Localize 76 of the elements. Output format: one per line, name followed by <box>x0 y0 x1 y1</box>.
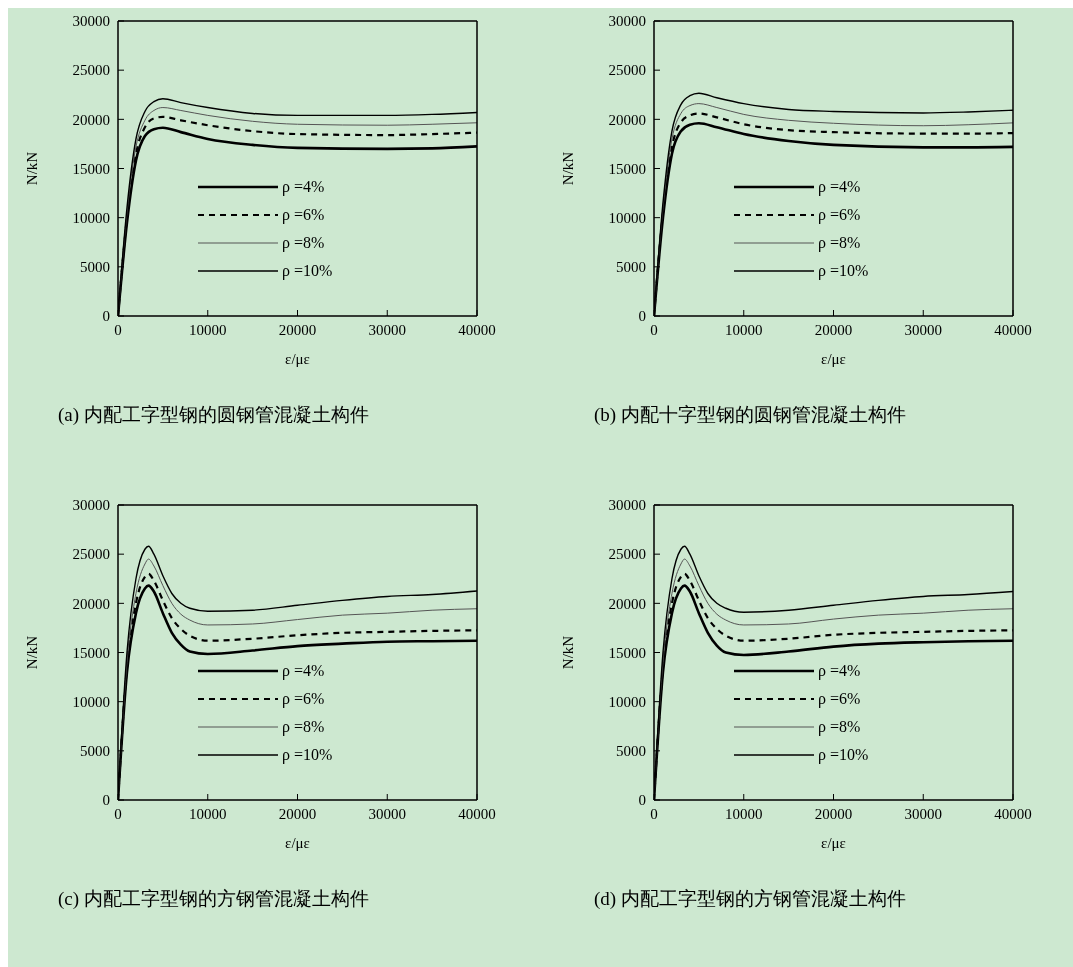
x-axis-title: ε/με <box>285 834 310 851</box>
legend-label: ρ =10% <box>282 262 333 280</box>
x-tick-label: 20000 <box>814 321 853 338</box>
y-axis-title: N/kN <box>560 635 577 669</box>
x-tick-label: 40000 <box>458 805 496 822</box>
legend-label: ρ =4% <box>818 178 861 196</box>
y-tick-label: 20000 <box>72 111 110 128</box>
y-tick-label: 5000 <box>616 259 646 276</box>
y-tick-label: 15000 <box>72 160 110 177</box>
x-tick-label: 20000 <box>278 321 317 338</box>
legend-label: ρ =10% <box>818 262 869 280</box>
text: (c) 内配工字型钢的方钢管混凝土构件 <box>58 886 370 911</box>
y-tick-label: 15000 <box>72 644 110 661</box>
x-tick-label: 30000 <box>904 321 942 338</box>
y-axis-title: N/kN <box>560 151 577 186</box>
y-tick-label: 30000 <box>608 13 646 30</box>
text: (d) 内配工字型钢的方钢管混凝土构件 <box>594 886 907 911</box>
legend-label: ρ =4% <box>818 661 861 680</box>
legend-label: ρ =6% <box>818 689 861 708</box>
x-tick-label: 10000 <box>725 805 763 822</box>
x-tick-label: 30000 <box>368 321 406 338</box>
y-tick-label: 5000 <box>80 259 110 276</box>
x-tick-label: 20000 <box>278 805 317 822</box>
y-tick-label: 20000 <box>608 111 646 128</box>
y-tick-label: 25000 <box>608 62 646 79</box>
x-tick-label: 40000 <box>458 321 496 338</box>
y-tick-label: 5000 <box>616 742 646 759</box>
y-tick-label: 10000 <box>608 693 646 710</box>
y-tick-label: 10000 <box>608 209 646 226</box>
y-tick-label: 15000 <box>608 160 646 177</box>
x-tick-label: 10000 <box>725 321 763 338</box>
legend-label: ρ =8% <box>818 717 861 736</box>
y-tick-label: 0 <box>102 791 110 808</box>
x-axis-title: ε/με <box>821 351 846 367</box>
x-tick-label: 10000 <box>189 805 227 822</box>
x-tick-label: 40000 <box>994 805 1032 822</box>
y-tick-label: 30000 <box>608 496 646 513</box>
y-tick-label: 20000 <box>608 595 646 612</box>
x-axis-title: ε/με <box>285 351 310 367</box>
legend-label: ρ =6% <box>818 206 861 224</box>
y-tick-label: 15000 <box>608 644 646 661</box>
y-tick-label: 25000 <box>72 545 110 562</box>
x-tick-label: 40000 <box>994 321 1032 338</box>
text: (b) 内配十字型钢的圆钢管混凝土构件 <box>594 403 907 427</box>
legend-label: ρ =8% <box>282 234 325 252</box>
y-tick-label: 10000 <box>72 693 110 710</box>
x-tick-label: 30000 <box>368 805 406 822</box>
x-tick-label: 0 <box>650 321 658 338</box>
x-tick-label: 10000 <box>189 321 227 338</box>
legend-label: ρ =8% <box>282 717 325 736</box>
x-tick-label: 0 <box>114 321 122 338</box>
y-axis-title: N/kN <box>24 635 41 669</box>
y-tick-label: 30000 <box>72 496 110 513</box>
legend-label: ρ =4% <box>282 178 325 196</box>
y-tick-label: 0 <box>638 791 646 808</box>
text: (a) 内配工字型钢的圆钢管混凝土构件 <box>58 403 370 427</box>
y-tick-label: 0 <box>102 308 110 325</box>
x-tick-label: 20000 <box>814 805 853 822</box>
y-tick-label: 0 <box>638 308 646 325</box>
y-tick-label: 30000 <box>72 13 110 30</box>
x-tick-label: 0 <box>650 805 658 822</box>
legend-label: ρ =10% <box>818 745 869 764</box>
legend-label: ρ =8% <box>818 234 861 252</box>
legend-label: ρ =4% <box>282 661 325 680</box>
y-tick-label: 5000 <box>80 742 110 759</box>
y-axis-title: N/kN <box>24 151 41 186</box>
y-tick-label: 10000 <box>72 209 110 226</box>
x-tick-label: 30000 <box>904 805 942 822</box>
legend-label: ρ =10% <box>282 745 333 764</box>
x-axis-title: ε/με <box>821 834 846 851</box>
legend-label: ρ =6% <box>282 689 325 708</box>
y-tick-label: 25000 <box>72 62 110 79</box>
y-tick-label: 25000 <box>608 545 646 562</box>
y-tick-label: 20000 <box>72 595 110 612</box>
legend-label: ρ =6% <box>282 206 325 224</box>
x-tick-label: 0 <box>114 805 122 822</box>
